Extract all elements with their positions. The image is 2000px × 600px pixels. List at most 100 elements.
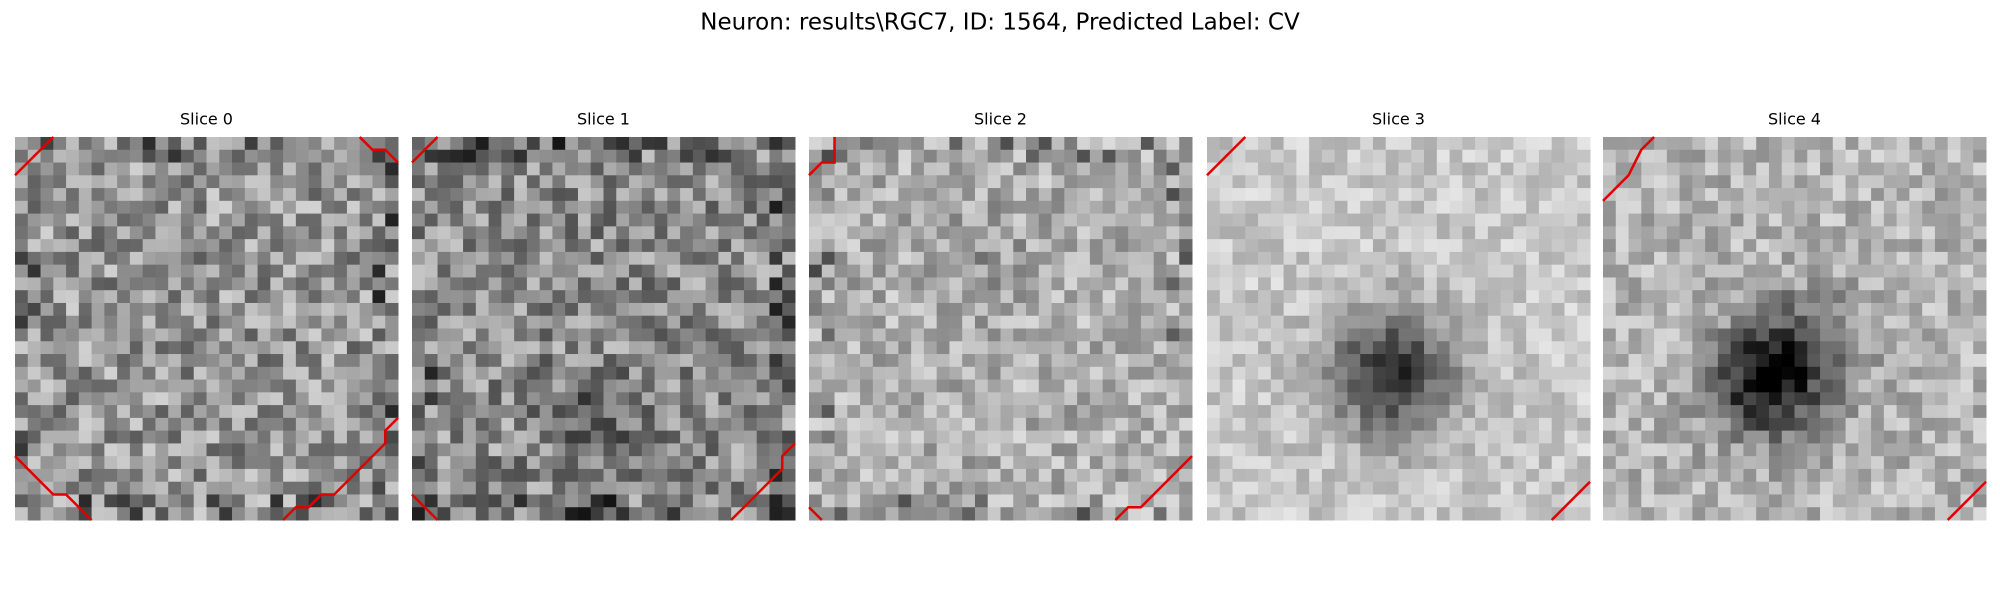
- pixel: [1475, 213, 1489, 227]
- pixel: [911, 239, 925, 253]
- pixel: [1487, 290, 1502, 304]
- pixel: [1679, 188, 1693, 202]
- pixel: [1871, 149, 1885, 164]
- pixel: [295, 239, 310, 253]
- pixel: [756, 290, 770, 304]
- pixel: [1603, 302, 1617, 317]
- pixel: [514, 468, 528, 483]
- pixel: [1526, 494, 1540, 508]
- pixel: [1207, 379, 1221, 393]
- pixel: [923, 468, 938, 483]
- pixel: [1283, 200, 1297, 215]
- pixel: [680, 507, 694, 521]
- pixel: [1051, 430, 1065, 444]
- pixel: [936, 264, 950, 278]
- pixel: [1871, 175, 1885, 189]
- pixel: [987, 200, 1001, 215]
- pixel: [78, 188, 93, 202]
- pixel: [705, 392, 719, 406]
- pixel: [1960, 175, 1974, 189]
- pixel: [1449, 213, 1463, 227]
- pixel: [552, 354, 566, 368]
- pixel: [552, 494, 566, 508]
- pixel: [705, 200, 719, 215]
- pixel: [1858, 366, 1872, 381]
- pixel: [129, 251, 144, 266]
- pixel: [898, 354, 912, 368]
- pixel: [654, 162, 668, 176]
- pixel: [565, 430, 579, 444]
- pixel: [718, 226, 732, 240]
- pixel: [295, 443, 310, 457]
- pixel: [654, 200, 668, 215]
- pixel: [1219, 328, 1234, 342]
- pixel: [962, 251, 976, 266]
- pixel: [1922, 379, 1936, 393]
- pixel: [1781, 494, 1795, 508]
- pixel: [1654, 302, 1668, 317]
- pixel: [1858, 379, 1872, 393]
- pixel: [1820, 456, 1834, 470]
- pixel: [129, 430, 144, 444]
- pixel: [1064, 188, 1078, 202]
- pixel: [526, 417, 541, 432]
- pixel: [475, 188, 490, 202]
- pixel: [1551, 213, 1565, 227]
- pixel: [1730, 392, 1744, 406]
- pixel: [1436, 302, 1451, 317]
- pixel: [142, 200, 156, 215]
- pixel: [450, 277, 464, 291]
- pixel: [987, 392, 1001, 406]
- pixel: [872, 149, 887, 164]
- pixel: [1360, 507, 1374, 521]
- pixel: [1641, 456, 1655, 470]
- pixel: [1909, 315, 1923, 329]
- pixel: [1334, 277, 1348, 291]
- pixel: [1475, 507, 1489, 521]
- pixel: [1564, 417, 1578, 432]
- pixel: [1538, 456, 1553, 470]
- pixel: [885, 456, 899, 470]
- pixel: [1909, 251, 1923, 266]
- pixel: [1038, 213, 1053, 227]
- pixel: [1883, 200, 1898, 215]
- pixel: [437, 239, 451, 253]
- pixel: [834, 302, 848, 317]
- pixel: [1577, 200, 1591, 215]
- pixel: [295, 341, 310, 355]
- pixel: [1756, 443, 1770, 457]
- pixel: [1462, 405, 1476, 419]
- pixel: [283, 366, 297, 381]
- pixel: [1666, 175, 1681, 189]
- pixel: [1051, 354, 1065, 368]
- pixel: [283, 175, 297, 189]
- pixel: [629, 430, 643, 444]
- pixel: [1360, 366, 1374, 381]
- pixel: [15, 188, 29, 202]
- pixel: [283, 417, 297, 432]
- pixel: [949, 213, 963, 227]
- pixel: [1372, 366, 1387, 381]
- pixel: [168, 366, 182, 381]
- pixel: [475, 251, 490, 266]
- pixel: [359, 200, 373, 215]
- pixel: [923, 341, 938, 355]
- pixel: [1309, 200, 1323, 215]
- pixel: [104, 443, 118, 457]
- pixel: [295, 264, 310, 278]
- pixel: [1153, 468, 1167, 483]
- pixel: [1245, 264, 1259, 278]
- pixel: [1692, 417, 1706, 432]
- pixel: [1705, 468, 1719, 483]
- pixel: [1424, 162, 1438, 176]
- pixel: [1283, 494, 1297, 508]
- pixel: [1577, 354, 1591, 368]
- pixel: [872, 137, 887, 151]
- pixel: [885, 213, 899, 227]
- pixel: [577, 149, 592, 164]
- pixel: [1077, 251, 1091, 266]
- pixel: [1475, 341, 1489, 355]
- pixel: [1743, 468, 1757, 483]
- pixel: [1858, 200, 1872, 215]
- pixel: [270, 149, 284, 164]
